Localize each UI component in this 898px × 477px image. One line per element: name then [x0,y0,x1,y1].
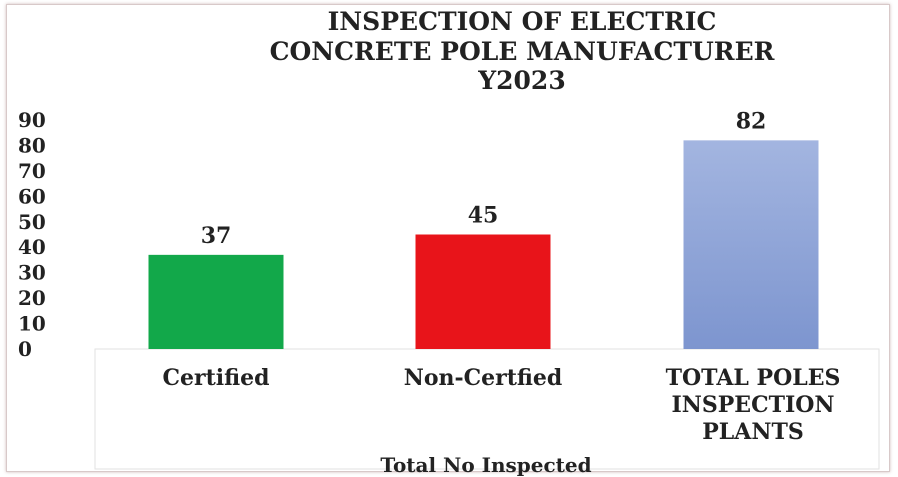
y-tick-label: 20 [18,286,46,310]
category-label: PLANTS [702,419,803,445]
category-label: Certified [163,365,270,391]
y-tick-label: 40 [18,235,46,259]
chart-title-line-1: INSPECTION OF ELECTRIC [328,7,717,36]
category-label: INSPECTION [671,392,834,418]
y-tick-label: 50 [18,210,46,234]
x-axis-title: Total No Inspected [380,453,591,477]
data-labels: 37 45 82 [201,108,767,249]
category-label: Non-Certfied [404,365,563,391]
bar-non-certfied [415,234,551,349]
y-tick-label: 60 [18,184,46,208]
y-tick-label: 30 [18,261,46,285]
category-axis-band [94,348,880,470]
y-tick-label: 10 [18,312,46,336]
bars [148,140,819,349]
category-label: TOTAL POLES [666,365,841,391]
y-tick-label: 70 [18,159,46,183]
y-tick-label: 0 [18,337,32,361]
chart-title-line-3: Y2023 [477,66,565,95]
category-labels: Certified Non-Certfied TOTAL POLESINSPECTI… [163,365,841,445]
data-label: 45 [468,203,499,229]
y-tick-label: 80 [18,133,46,157]
bar-total-poles [683,140,819,349]
data-label: 82 [736,108,767,134]
y-tick-label: 90 [18,108,46,132]
bar-certified [148,254,284,349]
data-label: 37 [201,223,232,249]
chart-title-line-2: CONCRETE POLE MANUFACTURER [270,37,775,66]
